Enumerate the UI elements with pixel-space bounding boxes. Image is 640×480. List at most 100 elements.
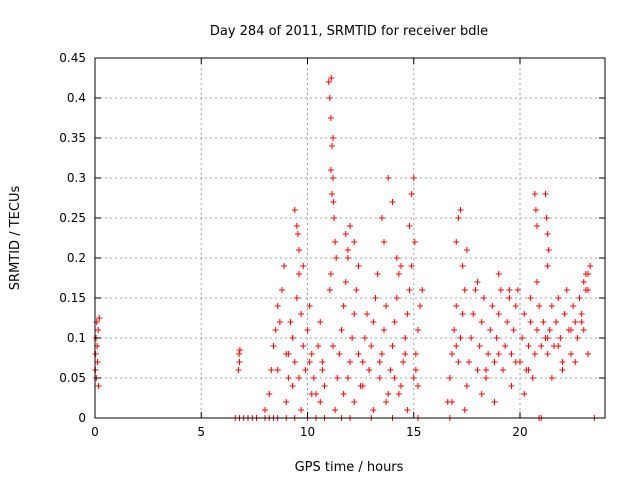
data-point [385, 391, 392, 397]
data-point [483, 375, 489, 381]
y-tick-label: 0.2 [67, 251, 86, 265]
data-point [508, 383, 515, 389]
data-point [410, 375, 417, 381]
data-point [529, 375, 536, 381]
axis-ticks [94, 57, 605, 419]
data-point [489, 303, 496, 309]
data-point [478, 391, 485, 397]
x-tick-label: 0 [91, 425, 99, 439]
data-point [580, 327, 587, 333]
data-point [376, 375, 383, 381]
data-point [572, 359, 579, 365]
data-point [279, 287, 285, 293]
data-point [268, 367, 275, 373]
data-point [461, 287, 468, 293]
data-point [534, 223, 540, 229]
data-point [561, 311, 568, 317]
data-point [395, 391, 402, 397]
data-point [302, 367, 309, 373]
data-point [289, 383, 296, 389]
data-point [308, 391, 315, 397]
data-point [389, 343, 396, 349]
data-point [521, 311, 528, 317]
y-tick-label: 0.15 [59, 291, 86, 305]
data-point [476, 343, 483, 349]
data-point [402, 335, 409, 341]
data-point [559, 359, 566, 365]
tick-labels: 0 5 10 15 20 0 0.05 0.1 0.15 0.2 0.25 0.3 0.35 0.4 0.4… [59, 51, 527, 439]
data-point [415, 383, 421, 389]
data-point [344, 247, 351, 253]
data-point [534, 327, 540, 333]
data-point [521, 391, 528, 397]
data-point [236, 359, 243, 365]
data-point [310, 375, 317, 381]
data-point [393, 295, 400, 301]
data-point [351, 399, 358, 405]
data-point [398, 383, 404, 389]
data-point [366, 367, 373, 373]
data-point [457, 335, 464, 341]
data-point [461, 407, 468, 413]
data-point [235, 367, 242, 373]
y-tick-label: 0.1 [67, 331, 86, 345]
data-point [483, 367, 489, 373]
data-point [262, 407, 268, 413]
data-point [266, 391, 273, 397]
data-point [512, 359, 519, 365]
data-point [296, 375, 302, 381]
data-point [319, 367, 326, 373]
data-point [553, 319, 560, 325]
data-point [415, 327, 421, 333]
data-point [495, 311, 502, 317]
data-point [459, 263, 466, 269]
data-point [272, 327, 279, 333]
data-point [361, 335, 368, 341]
data-point [289, 335, 296, 341]
x-axis-label: GPS time / hours [295, 460, 404, 475]
data-point [495, 271, 502, 277]
data-point [446, 375, 453, 381]
data-point [347, 359, 353, 365]
data-point [336, 351, 343, 357]
data-point [330, 199, 337, 205]
x-tick-label: 15 [406, 425, 421, 439]
data-point [296, 247, 302, 253]
data-point [506, 295, 513, 301]
data-point [381, 239, 387, 245]
data-point [349, 335, 356, 341]
data-point [544, 351, 551, 357]
data-point [525, 343, 532, 349]
data-point [344, 255, 351, 261]
data-point [355, 351, 362, 357]
data-point [449, 399, 455, 405]
data-point [400, 359, 407, 365]
data-point [326, 95, 333, 101]
data-point [374, 271, 381, 277]
data-point [306, 359, 313, 365]
data-point [327, 167, 334, 173]
data-point [568, 351, 574, 357]
data-point [449, 351, 455, 357]
data-point [344, 375, 351, 381]
data-point [370, 407, 377, 413]
data-point [466, 359, 472, 365]
data-point [578, 311, 585, 317]
data-point [568, 327, 574, 333]
y-tick-label: 0 [78, 411, 86, 425]
data-point [576, 295, 583, 301]
x-tick-label: 5 [197, 425, 205, 439]
data-point [338, 327, 345, 333]
data-point [587, 263, 594, 269]
data-point [548, 303, 555, 309]
data-point [383, 399, 390, 405]
data-point [328, 143, 335, 149]
data-point [544, 231, 551, 237]
data-point [333, 255, 340, 261]
x-tick-label: 10 [300, 425, 315, 439]
data-point [328, 75, 335, 81]
data-point [544, 335, 551, 341]
data-point [455, 359, 462, 365]
data-point [330, 135, 336, 141]
data-point [378, 215, 385, 221]
